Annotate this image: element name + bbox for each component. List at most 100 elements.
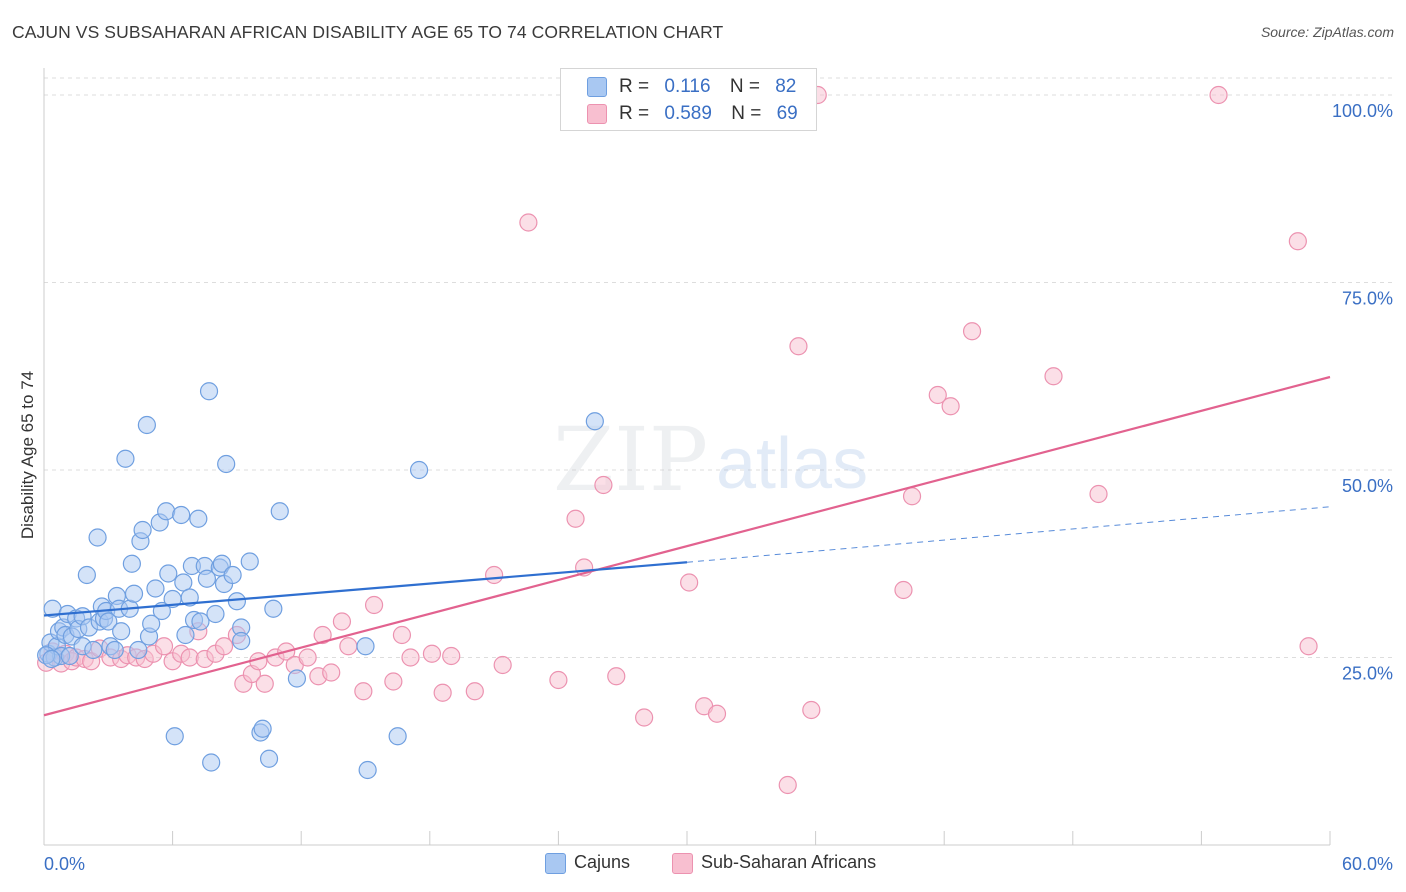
cajun-point — [172, 505, 191, 525]
cajun-swatch — [587, 77, 607, 97]
cajun-trend-extension — [686, 506, 1331, 563]
ssa-point — [894, 580, 913, 600]
n-value-cajun: 82 — [775, 76, 797, 97]
ssa-point — [962, 322, 982, 341]
r-value-ssa: 0.589 — [664, 103, 712, 124]
cajun-swatch — [545, 853, 566, 874]
watermark-atlas: atlas — [716, 424, 868, 504]
cajun-point — [189, 509, 208, 528]
ssa-point — [364, 595, 384, 615]
y-tick-label: 100.0% — [1332, 101, 1393, 121]
ssa-point — [339, 637, 358, 656]
ssa-point — [313, 625, 332, 645]
ssa-point — [789, 337, 808, 356]
x-tick-labels: 0.0% 60.0% — [44, 854, 1393, 874]
n-value-ssa: 69 — [776, 103, 798, 124]
cajun-point — [159, 564, 178, 583]
correlation-legend: R = 0.116 N = 82 R = 0.589 N = 69 — [560, 68, 817, 131]
cajun-point — [124, 584, 144, 603]
cajun-point — [60, 646, 79, 666]
legend-label-ssa: Sub-Saharan Africans — [701, 852, 877, 872]
ssa-point — [566, 509, 585, 528]
cajun-point — [116, 449, 135, 468]
cajun-point — [77, 565, 96, 585]
ssa-point — [493, 655, 512, 675]
ssa-point — [802, 700, 821, 720]
cajun-point — [217, 454, 236, 474]
ssa-point — [298, 648, 317, 667]
cajun-point — [112, 622, 131, 641]
cajun-point — [42, 649, 61, 669]
ssa-point — [928, 385, 947, 405]
ssa-point — [680, 573, 699, 592]
legend-label-cajuns: Cajuns — [574, 852, 631, 872]
ssa-point — [354, 682, 373, 701]
ssa-point — [384, 672, 403, 691]
ssa-point — [154, 637, 174, 656]
cajun-trend-line — [43, 561, 688, 617]
cajun-point — [253, 719, 272, 738]
cajun-point — [240, 552, 259, 571]
y-tick-label: 25.0% — [1342, 664, 1393, 684]
cajun-point — [197, 569, 216, 588]
cajun-point — [202, 753, 221, 772]
cajun-point — [232, 631, 251, 651]
cajun-point — [223, 565, 242, 585]
cajun-point — [287, 669, 307, 688]
cajun-point — [88, 528, 107, 547]
ssa-point — [519, 213, 538, 232]
ssa-point — [778, 775, 797, 795]
cajun-point — [180, 588, 199, 607]
ssa-point — [433, 683, 452, 702]
cajun-point — [137, 415, 156, 435]
trend-lines — [43, 375, 1331, 717]
ssa-point — [1209, 85, 1228, 105]
cajun-point — [129, 640, 148, 660]
ssa-point — [401, 648, 420, 667]
cajun-point — [409, 460, 429, 480]
ssa-point — [180, 648, 199, 667]
cajun-point — [199, 382, 219, 401]
cajun-point — [264, 599, 283, 618]
ssa-point — [607, 667, 626, 686]
cajun-point — [142, 614, 161, 633]
cajun-point — [356, 637, 375, 656]
cajun-point — [84, 640, 103, 660]
x-tick-label: 60.0% — [1342, 854, 1393, 874]
cajun-point — [165, 727, 184, 746]
ssa-swatch — [672, 853, 693, 874]
ssa-point — [635, 708, 654, 727]
cajun-point — [176, 625, 195, 645]
cajun-point — [388, 727, 407, 746]
cajun-point — [99, 612, 118, 631]
cajun-point — [122, 554, 141, 573]
gridlines — [44, 77, 1395, 658]
source-credit: Source: ZipAtlas.com — [1260, 24, 1394, 40]
cajun-point — [105, 640, 124, 660]
axes — [43, 68, 1331, 846]
cajun-point — [259, 749, 279, 768]
ssa-point — [322, 663, 341, 682]
ssa-point — [392, 625, 412, 645]
ssa-point — [707, 704, 727, 723]
ssa-point — [941, 397, 960, 416]
ssa-point — [549, 670, 568, 690]
zipatlas-watermark: ZIP atlas — [553, 408, 868, 511]
ssa-swatch — [587, 104, 607, 124]
cajun-point — [227, 592, 246, 611]
r-value-cajun: 0.116 — [664, 76, 711, 97]
ssa-point — [442, 646, 461, 666]
ssa-point — [1089, 484, 1108, 504]
ssa-point — [332, 612, 352, 631]
ssa-point — [1299, 637, 1318, 656]
ssa-point — [1044, 367, 1063, 386]
ssa-point — [214, 637, 234, 656]
cajun-point — [146, 579, 165, 598]
cajun-point — [174, 573, 193, 592]
cajun-point — [157, 502, 176, 521]
cajun-point — [270, 502, 289, 521]
ssa-point — [422, 644, 442, 663]
watermark-zip: ZIP — [553, 408, 708, 511]
cajun-point — [585, 412, 604, 431]
